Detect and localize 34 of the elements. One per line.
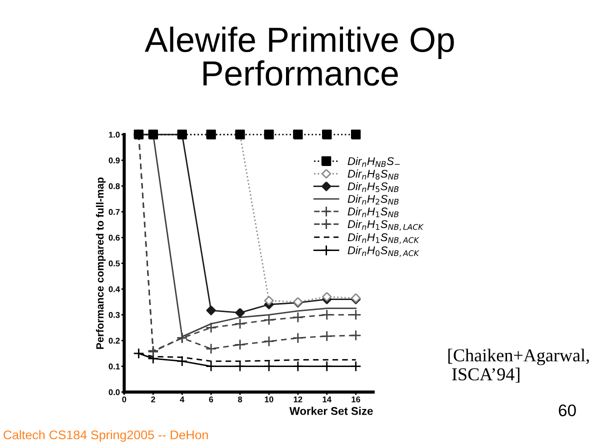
legend-label: Dir$_{n}$H$_{2}$S$_{NB}$ (348, 194, 399, 205)
legend-label: Dir$_{n}$H$_{1}$S$_{NB,ACK}$ (348, 233, 420, 244)
x-tick-label: 14 (322, 396, 332, 402)
legend-label: Dir$_{n}$H$_{NB}$S$_{−}$ (348, 156, 400, 167)
x-tick-label: 2 (151, 396, 156, 402)
x-tick-label: 12 (294, 396, 302, 402)
y-tick-label: 0.3 (108, 312, 120, 318)
text: Caltech CS184 Spring2005 -- DeHon (4, 430, 208, 442)
y-tick-label: 0.1 (108, 364, 120, 370)
x-tick-label: 0 (122, 396, 126, 402)
legend-label: Dir$_{n}$H$_{5}$S$_{NB}$ (348, 182, 399, 192)
legend-label: Dir$_{n}$H$_{8}$S$_{NB}$ (348, 170, 399, 180)
legend-label: Dir$_{n}$H$_{0}$S$_{NB,ACK}$ (348, 246, 420, 257)
x-axis-title: Worker Set Size (289, 406, 373, 415)
x-tick-label: 8 (238, 396, 242, 402)
legend-label: Dir$_{n}$H$_{1}$S$_{NB}$ (348, 207, 399, 218)
y-tick-label: 0.7 (108, 208, 120, 215)
x-tick-label: 6 (209, 396, 214, 402)
y-tick-label: 0.9 (108, 157, 120, 164)
y-axis-title: Performance compared to full-map (96, 177, 106, 349)
y-tick-label: 0.6 (108, 234, 120, 241)
y-tick-label: 0.8 (108, 183, 120, 190)
text: 60 (558, 404, 576, 416)
chart-title: Alewife Primitive Op Performance (144, 26, 454, 86)
text: [Chaiken+Agarwal, ISCA’94] (448, 348, 589, 383)
y-tick-label: 0.2 (108, 338, 120, 344)
x-tick-label: 10 (264, 396, 274, 402)
y-tick-label: 0.4 (108, 286, 120, 292)
y-tick-label: 0.5 (108, 260, 120, 266)
legend-label: Dir$_{n}$H$_{1}$S$_{NB,LACK}$ (348, 220, 424, 231)
x-tick-label: 16 (352, 396, 360, 402)
y-tick-label: 1.0 (108, 132, 120, 138)
y-tick-label: 0.0 (108, 389, 120, 396)
x-tick-label: 4 (180, 396, 184, 402)
